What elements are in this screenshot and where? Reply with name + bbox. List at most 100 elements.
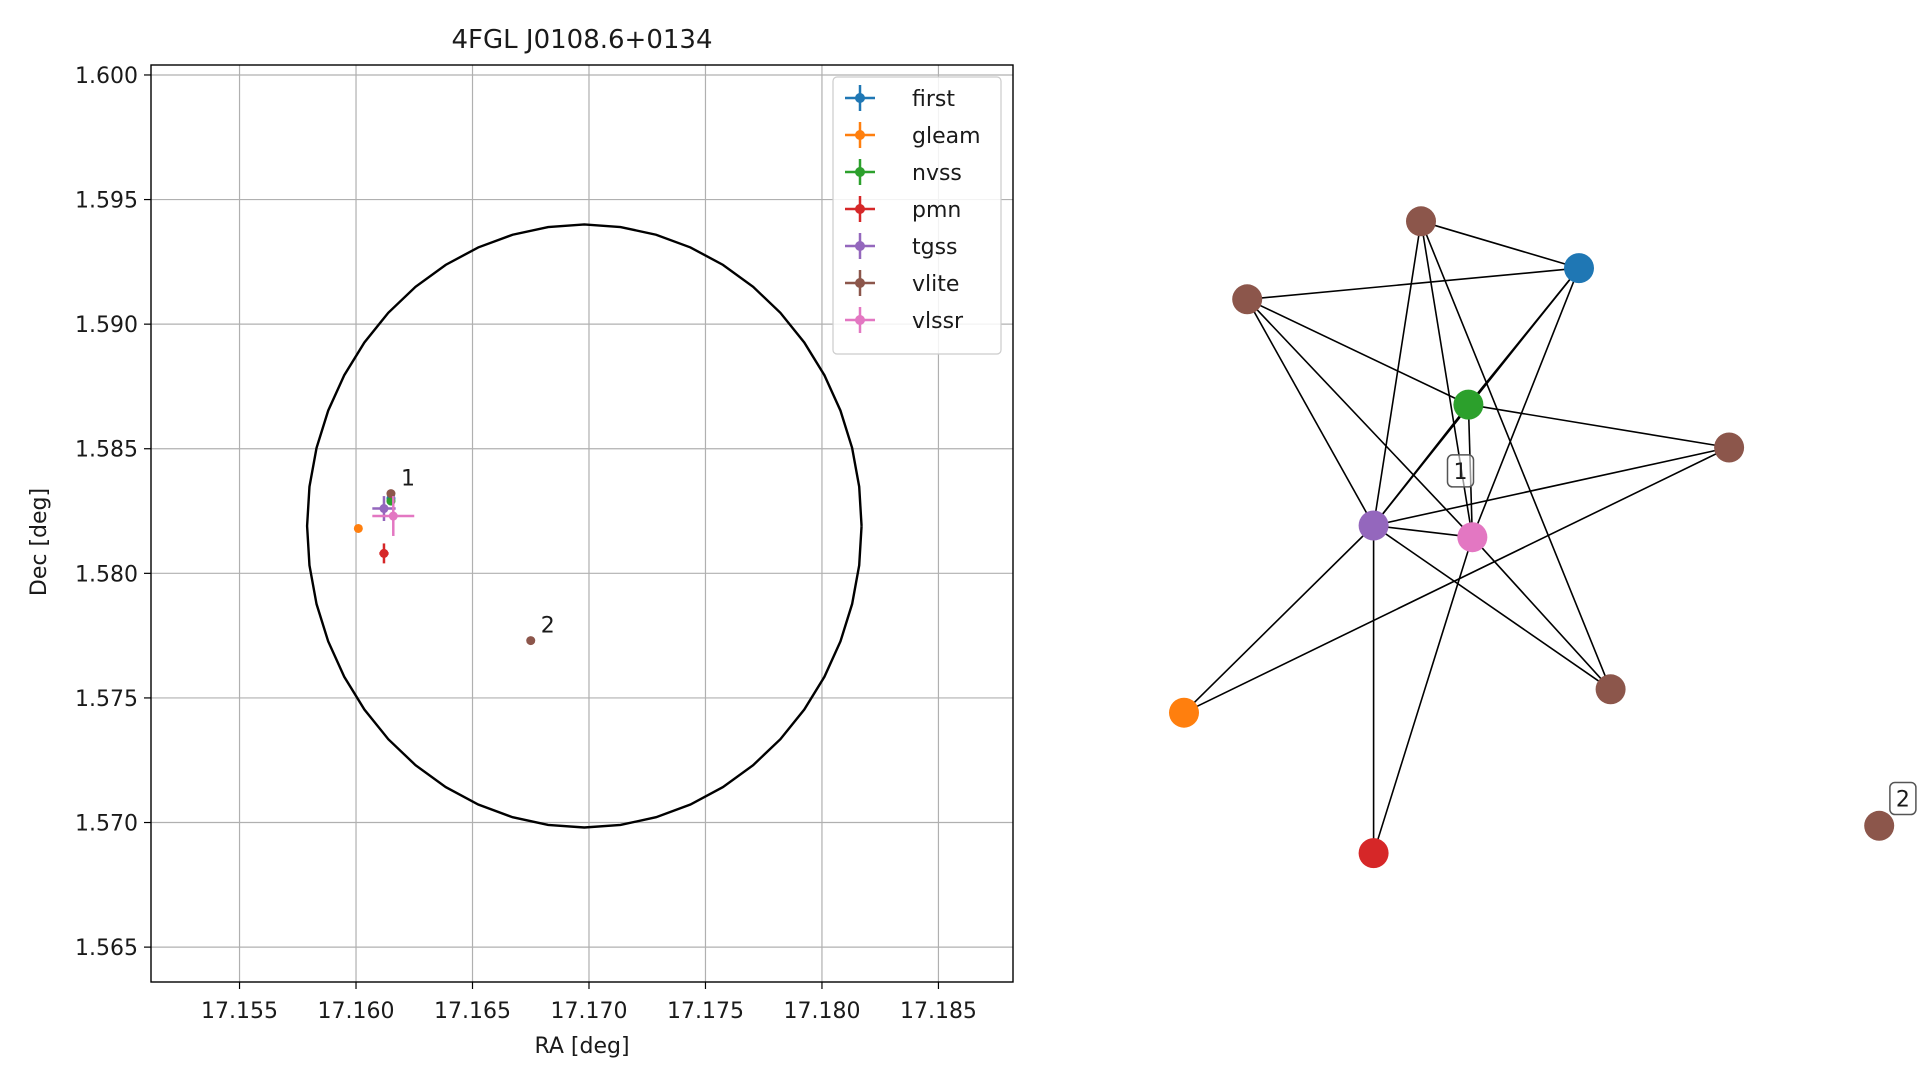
network-label: 2 <box>1889 781 1917 816</box>
y-tick-label: 1.595 <box>75 189 138 214</box>
network-edge <box>1471 536 1612 690</box>
network-label: 1 <box>1446 454 1475 488</box>
y-axis-label: Dec [deg] <box>27 488 52 596</box>
legend-swatch-marker <box>855 241 865 251</box>
x-tick-label: 17.185 <box>900 999 977 1024</box>
y-tick-label: 1.590 <box>75 313 138 338</box>
legend-item-first: first <box>845 85 955 112</box>
network-node-vlite_b <box>1232 284 1263 315</box>
point-marker <box>379 548 389 558</box>
legend-swatch-marker <box>855 93 865 103</box>
network-node-vlite_a <box>1406 206 1436 237</box>
network-node-gleam <box>1169 697 1199 728</box>
network-label-text: 2 <box>1896 788 1910 813</box>
network-edge <box>1372 404 1470 526</box>
legend-swatch-marker <box>855 278 865 288</box>
network-edges <box>1183 220 1730 854</box>
point-vlssr <box>372 496 415 536</box>
network-edge <box>1247 267 1580 301</box>
legend-swatch-marker <box>855 130 865 140</box>
network-label-text: 1 <box>1454 460 1468 485</box>
network-node-vlite_e <box>1864 810 1895 841</box>
y-tick-label: 1.575 <box>75 687 138 712</box>
y-tick-label: 1.600 <box>75 64 138 89</box>
network-edge <box>1372 536 1474 854</box>
point-marker <box>526 636 536 646</box>
network-edge <box>1373 524 1473 538</box>
point-marker <box>379 504 389 514</box>
point-marker <box>386 489 396 499</box>
network-label-box <box>1889 781 1917 816</box>
network-node-vlite_c <box>1714 432 1745 463</box>
network-edge <box>1420 221 1474 538</box>
network-nodes <box>1169 206 1895 869</box>
network-edge <box>1468 403 1730 449</box>
network-node-tgss <box>1358 510 1389 541</box>
network-edge <box>1471 267 1580 538</box>
y-tick-label: 1.580 <box>75 562 138 587</box>
legend-swatch-marker <box>855 315 865 325</box>
network-node-vlite_d <box>1595 674 1626 705</box>
legend-label: tgss <box>912 235 958 260</box>
network-edge <box>1467 267 1580 406</box>
x-tick-label: 17.165 <box>434 999 511 1024</box>
legend-item-vlite: vlite <box>845 270 959 297</box>
legend-label: first <box>912 87 955 112</box>
network-edge <box>1246 298 1473 538</box>
legend-label: vlssr <box>912 309 964 334</box>
y-tick-label: 1.570 <box>75 812 138 837</box>
point-pmn <box>379 543 389 564</box>
legend-item-gleam: gleam <box>845 122 981 149</box>
network-edge <box>1373 524 1612 690</box>
legend-item-tgss: tgss <box>845 233 958 260</box>
legend: first gleam nvss pmn tgss vlite vlssr <box>832 76 1002 355</box>
point-gleam <box>353 523 363 533</box>
axes: 17.155 17.160 17.165 17.170 17.175 17.180 17.1… <box>75 64 1014 1024</box>
legend-label: vlite <box>912 272 959 297</box>
localization-ellipse <box>305 223 863 829</box>
plot-frame <box>150 64 1014 983</box>
legend-swatch-marker <box>855 167 865 177</box>
legend-box <box>832 76 1002 355</box>
legend-item-pmn: pmn <box>845 196 961 223</box>
x-tick-label: 17.155 <box>201 999 278 1024</box>
network-edge <box>1420 220 1612 690</box>
point-marker <box>353 523 363 533</box>
legend-swatch-marker <box>855 204 865 214</box>
y-tick-label: 1.585 <box>75 438 138 463</box>
scatter-panel: 12 17.155 17.160 17.165 17.170 17.175 17.180 1… <box>27 25 1014 1059</box>
x-tick-label: 17.170 <box>550 999 627 1024</box>
legend-item-vlssr: vlssr <box>845 307 964 334</box>
point-annotation: 1 <box>401 467 415 492</box>
x-axis-label: RA [deg] <box>534 1034 629 1059</box>
network-node-nvss <box>1453 389 1484 420</box>
network-node-pmn <box>1358 838 1389 869</box>
network-labels: 12 <box>1446 454 1917 816</box>
legend-label: gleam <box>912 124 981 149</box>
network-edge <box>1246 298 1375 526</box>
point-vlite: 2 <box>526 614 555 646</box>
network-edge <box>1373 446 1730 527</box>
data-points: 12 <box>353 467 555 646</box>
network-edge <box>1372 221 1422 526</box>
network-edge <box>1183 524 1375 714</box>
x-tick-label: 17.175 <box>667 999 744 1024</box>
chart-title: 4FGL J0108.6+0134 <box>452 25 713 55</box>
legend-item-nvss: nvss <box>845 159 962 186</box>
legend-label: nvss <box>912 161 962 186</box>
point-annotation: 2 <box>541 614 555 639</box>
network-edge <box>1246 298 1469 406</box>
network-node-first <box>1564 253 1594 284</box>
y-tick-label: 1.565 <box>75 936 138 961</box>
network-panel: 12 <box>1169 206 1917 869</box>
network-edge <box>1420 220 1580 269</box>
network-label-box <box>1446 454 1475 488</box>
network-node-vlssr <box>1457 522 1488 553</box>
network-edge <box>1183 446 1730 714</box>
legend-label: pmn <box>912 198 961 223</box>
point-vlite: 1 <box>386 467 415 499</box>
x-tick-label: 17.160 <box>318 999 395 1024</box>
point-marker <box>388 511 398 521</box>
x-tick-label: 17.180 <box>783 999 860 1024</box>
